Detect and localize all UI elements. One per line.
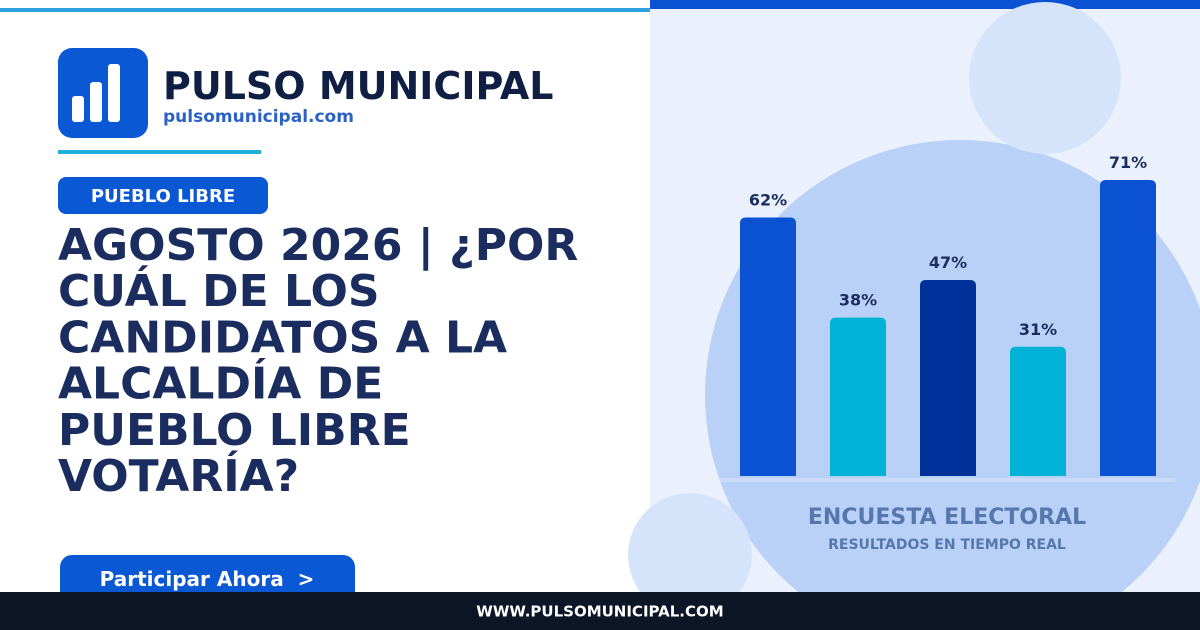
bar	[920, 280, 976, 476]
value-label: 71%	[1109, 153, 1147, 172]
top-band	[650, 0, 1200, 9]
logo-box	[58, 48, 148, 138]
baseline	[720, 478, 1175, 482]
bar	[1100, 180, 1156, 476]
cta-button[interactable]: Participar Ahora >	[60, 555, 355, 603]
tag-pill	[58, 177, 268, 214]
chart-title: ENCUESTA ELECTORAL	[808, 505, 1086, 530]
footer-bar	[0, 592, 1200, 630]
chart-subtitle: RESULTADOS EN TIEMPO REAL	[828, 537, 1066, 553]
headline-line: CANDIDATOS A LA	[58, 312, 507, 363]
bar	[830, 317, 886, 476]
logo-bar	[108, 64, 120, 122]
chart: 62% 38% 47% 31% 71%	[740, 153, 1156, 477]
value-label: 62%	[749, 191, 787, 210]
logo	[58, 48, 148, 138]
button-bg[interactable]	[60, 555, 355, 603]
divider	[58, 150, 261, 154]
headline-line: VOTARÍA?	[58, 449, 299, 502]
headline-line: AGOSTO 2026 | ¿POR	[58, 220, 578, 271]
logo-bar	[90, 82, 102, 122]
brand-url: pulsomunicipal.com	[163, 107, 354, 127]
value-label: 38%	[839, 291, 877, 310]
headline-line: ALCALDÍA DE	[58, 357, 383, 410]
button-label[interactable]: Participar Ahora >	[100, 567, 315, 591]
tag: PUEBLO LIBRE	[91, 186, 235, 207]
headline-line: CUÁL DE LOS	[58, 264, 380, 317]
bar	[740, 217, 796, 477]
bar	[1010, 346, 1066, 476]
brand-name: PULSO MUNICIPAL	[163, 64, 553, 108]
value-label: 31%	[1019, 320, 1057, 339]
bg-circle	[969, 2, 1121, 154]
footer-url: WWW.PULSOMUNICIPAL.COM	[476, 603, 723, 621]
top-stripe	[0, 8, 650, 12]
bg-circle	[628, 493, 752, 617]
value-label: 47%	[929, 253, 967, 272]
headline-line: PUEBLO LIBRE	[58, 405, 411, 456]
logo-bar	[72, 96, 84, 122]
